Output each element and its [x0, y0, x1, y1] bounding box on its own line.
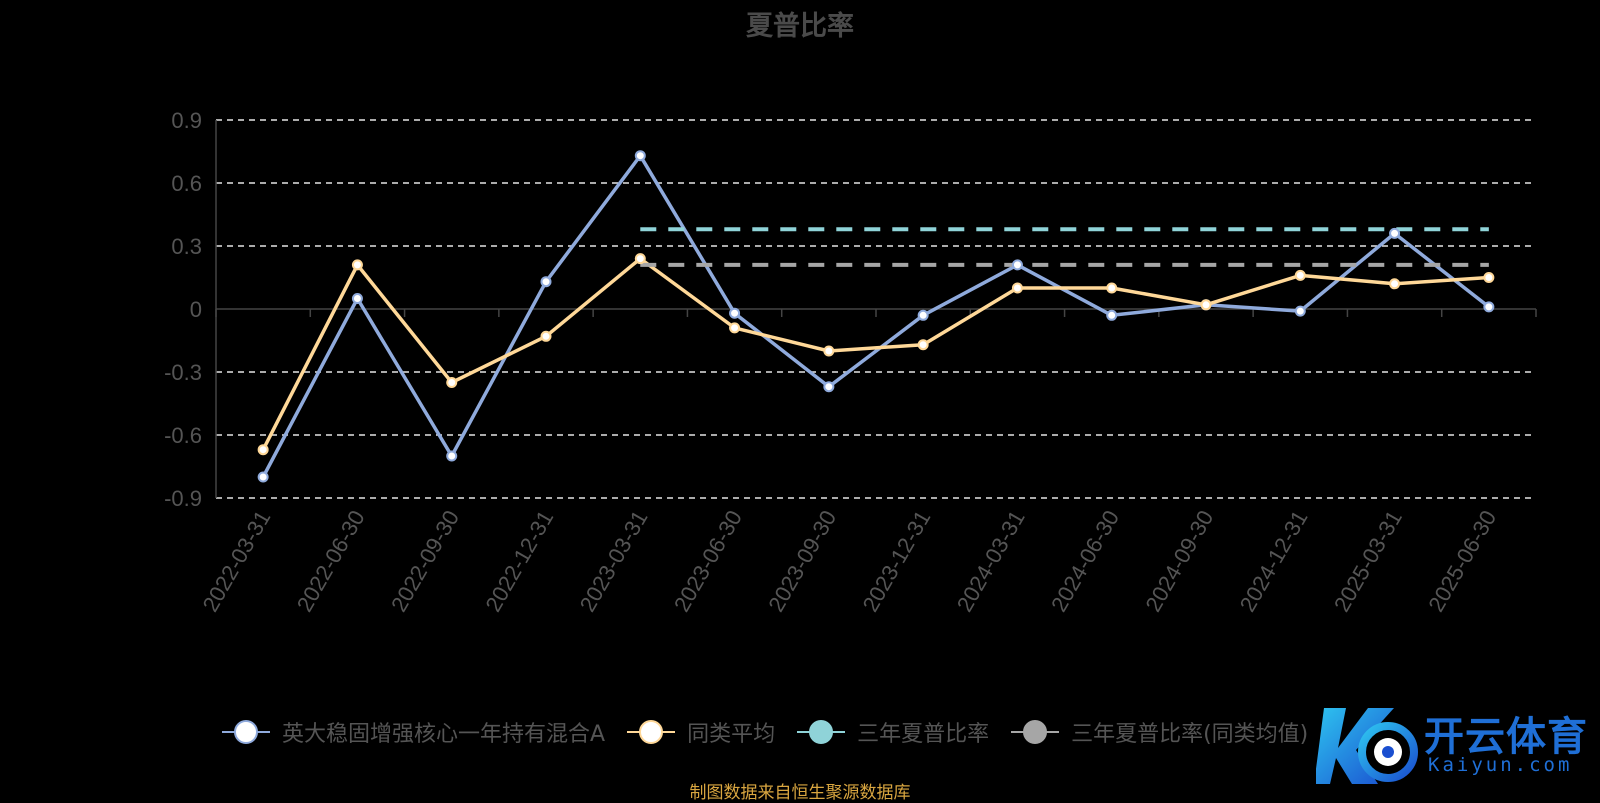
x-tick-label: 2025-06-30 — [1423, 506, 1501, 616]
legend-marker-icon — [627, 720, 676, 744]
chart-title: 夏普比率 — [746, 11, 854, 42]
legend-label: 三年夏普比率 — [857, 722, 990, 747]
series-1-line — [261, 256, 1489, 451]
series-1-point — [1294, 269, 1306, 281]
x-tick-label: 2024-12-31 — [1235, 506, 1313, 616]
legend: 英大稳固增强核心一年持有混合A 同类平均 三年夏普比率 三年夏普比率(同类均值) — [222, 716, 1330, 748]
series-layer — [257, 150, 1495, 483]
series-0-point — [1294, 305, 1306, 317]
x-tick-label: 2022-12-31 — [480, 506, 558, 616]
y-tick-label: -0.9 — [164, 486, 202, 511]
legend-item-fund[interactable]: 英大稳固增强核心一年持有混合A — [222, 716, 605, 748]
x-tick-label: 2024-03-31 — [952, 506, 1030, 616]
series-1-point — [823, 345, 835, 357]
series-1-point — [1011, 282, 1023, 294]
y-tick-label: 0.9 — [171, 108, 202, 133]
x-tick-label: 2022-06-30 — [292, 506, 370, 616]
x-tick-label: 2023-03-31 — [575, 506, 653, 616]
grid-layer — [216, 119, 1536, 499]
x-tick-label: 2023-06-30 — [669, 506, 747, 616]
series-1-point — [729, 322, 741, 334]
series-1-point — [540, 330, 552, 342]
series-0-point — [257, 471, 269, 483]
legend-label: 英大稳固增强核心一年持有混合A — [282, 722, 606, 747]
series-1-point — [1200, 299, 1212, 311]
y-tick-label: 0.3 — [171, 234, 202, 259]
series-1-point — [446, 377, 458, 388]
watermark-subtext: Kaiyun.com — [1428, 754, 1573, 776]
series-0-point — [540, 276, 552, 288]
series-0-point — [1106, 309, 1118, 321]
x-tick-label: 2025-03-31 — [1329, 506, 1407, 616]
x-tick-label: 2022-03-31 — [198, 506, 276, 616]
kaiyun-logo-icon — [1316, 708, 1418, 784]
watermark-text: 开云体育 — [1424, 714, 1588, 760]
series-0-point — [1389, 227, 1401, 239]
legend-marker-icon — [797, 720, 846, 744]
y-tick-label: -0.6 — [164, 423, 202, 448]
legend-item-three-year-sharpe-peer[interactable]: 三年夏普比率(同类均值) — [1011, 716, 1308, 748]
legend-item-three-year-sharpe[interactable]: 三年夏普比率 — [797, 716, 989, 748]
series-0-point — [1483, 301, 1495, 313]
legend-label: 同类平均 — [687, 722, 776, 747]
x-tick-label: 2023-12-31 — [858, 506, 936, 616]
series-0-point — [729, 307, 741, 319]
y-tick-label: 0 — [190, 297, 202, 322]
series-0-point — [917, 309, 929, 321]
series-1-point — [634, 253, 646, 265]
series-1-point — [1389, 278, 1401, 290]
series-1-point — [1483, 272, 1495, 283]
legend-marker-icon — [1011, 720, 1060, 744]
x-tick-label: 2024-06-30 — [1046, 506, 1124, 616]
series-0-point — [351, 293, 363, 304]
watermark-logo: 开云体育 Kaiyun.com — [1316, 700, 1596, 790]
source-note: 制图数据来自恒生聚源数据库 — [689, 783, 911, 803]
y-tick-label: 0.6 — [171, 171, 202, 196]
series-0-point — [446, 450, 458, 462]
series-0-point — [823, 381, 835, 393]
series-0-point — [634, 150, 646, 162]
x-tick-label: 2022-09-30 — [386, 506, 464, 616]
legend-label: 三年夏普比率(同类均值) — [1071, 722, 1309, 747]
x-tick-label: 2024-09-30 — [1140, 506, 1218, 616]
series-1-point — [917, 339, 929, 351]
x-tick-label: 2023-09-30 — [763, 506, 841, 616]
legend-item-peer-average[interactable]: 同类平均 — [627, 716, 775, 748]
series-0-line — [261, 153, 1490, 478]
series-1-point — [351, 259, 363, 271]
series-1-point — [257, 444, 269, 456]
series-0-point — [1011, 259, 1023, 271]
legend-marker-icon — [222, 720, 270, 744]
y-tick-label: -0.3 — [164, 360, 202, 385]
series-1-point — [1106, 282, 1118, 294]
